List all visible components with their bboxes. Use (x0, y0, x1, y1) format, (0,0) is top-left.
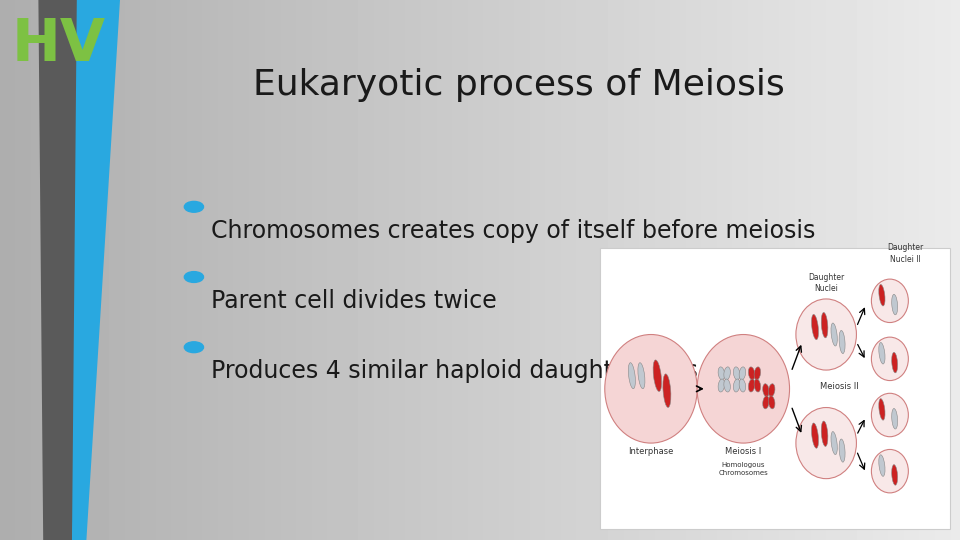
Ellipse shape (663, 374, 671, 408)
Ellipse shape (831, 323, 837, 346)
Text: Homologous
Chromosomes: Homologous Chromosomes (718, 462, 768, 476)
Circle shape (605, 334, 697, 443)
Polygon shape (72, 0, 120, 540)
Ellipse shape (629, 363, 636, 389)
Text: Chromosomes creates copy of itself before meiosis: Chromosomes creates copy of itself befor… (211, 219, 816, 242)
Ellipse shape (892, 408, 898, 429)
Ellipse shape (892, 294, 898, 315)
Ellipse shape (821, 421, 828, 447)
Ellipse shape (839, 330, 845, 354)
Ellipse shape (878, 399, 885, 420)
Ellipse shape (739, 379, 746, 392)
Ellipse shape (755, 379, 760, 392)
Circle shape (184, 201, 204, 212)
Ellipse shape (811, 314, 819, 340)
Text: Eukaryotic process of Meiosis: Eukaryotic process of Meiosis (252, 68, 784, 102)
Text: Daughter
Nuclei II: Daughter Nuclei II (888, 244, 924, 264)
Ellipse shape (733, 379, 740, 392)
Ellipse shape (755, 367, 760, 380)
Ellipse shape (739, 367, 746, 380)
Text: Meiosis II: Meiosis II (820, 382, 858, 391)
Ellipse shape (878, 342, 885, 364)
Ellipse shape (653, 360, 661, 392)
Ellipse shape (762, 384, 769, 397)
Ellipse shape (749, 379, 755, 392)
Text: Parent cell divides twice: Parent cell divides twice (211, 289, 497, 313)
Ellipse shape (831, 431, 837, 455)
Circle shape (697, 334, 789, 443)
Circle shape (184, 342, 204, 353)
Ellipse shape (724, 367, 731, 380)
Ellipse shape (821, 313, 828, 338)
Circle shape (872, 449, 908, 493)
Text: HV: HV (12, 16, 106, 73)
Polygon shape (38, 0, 101, 540)
Circle shape (872, 337, 908, 381)
Text: Daughter
Nuclei: Daughter Nuclei (808, 273, 844, 293)
Ellipse shape (892, 464, 898, 485)
Bar (600, 248, 950, 529)
Text: Produces 4 similar haploid daughter cells: Produces 4 similar haploid daughter cell… (211, 359, 698, 383)
Circle shape (872, 279, 908, 322)
Ellipse shape (768, 384, 775, 397)
Circle shape (796, 299, 856, 370)
Ellipse shape (892, 352, 898, 373)
Ellipse shape (749, 367, 755, 380)
Ellipse shape (839, 439, 845, 462)
Ellipse shape (718, 367, 725, 380)
Text: Meiosis I: Meiosis I (725, 447, 761, 456)
Ellipse shape (768, 396, 775, 409)
Ellipse shape (878, 285, 885, 306)
Ellipse shape (811, 423, 819, 448)
Ellipse shape (724, 379, 731, 392)
Circle shape (796, 408, 856, 478)
Ellipse shape (878, 455, 885, 476)
Ellipse shape (762, 396, 769, 409)
Circle shape (184, 272, 204, 282)
Ellipse shape (733, 367, 740, 380)
Ellipse shape (637, 363, 645, 389)
Circle shape (872, 393, 908, 437)
Text: Interphase: Interphase (628, 447, 674, 456)
Ellipse shape (718, 379, 725, 392)
